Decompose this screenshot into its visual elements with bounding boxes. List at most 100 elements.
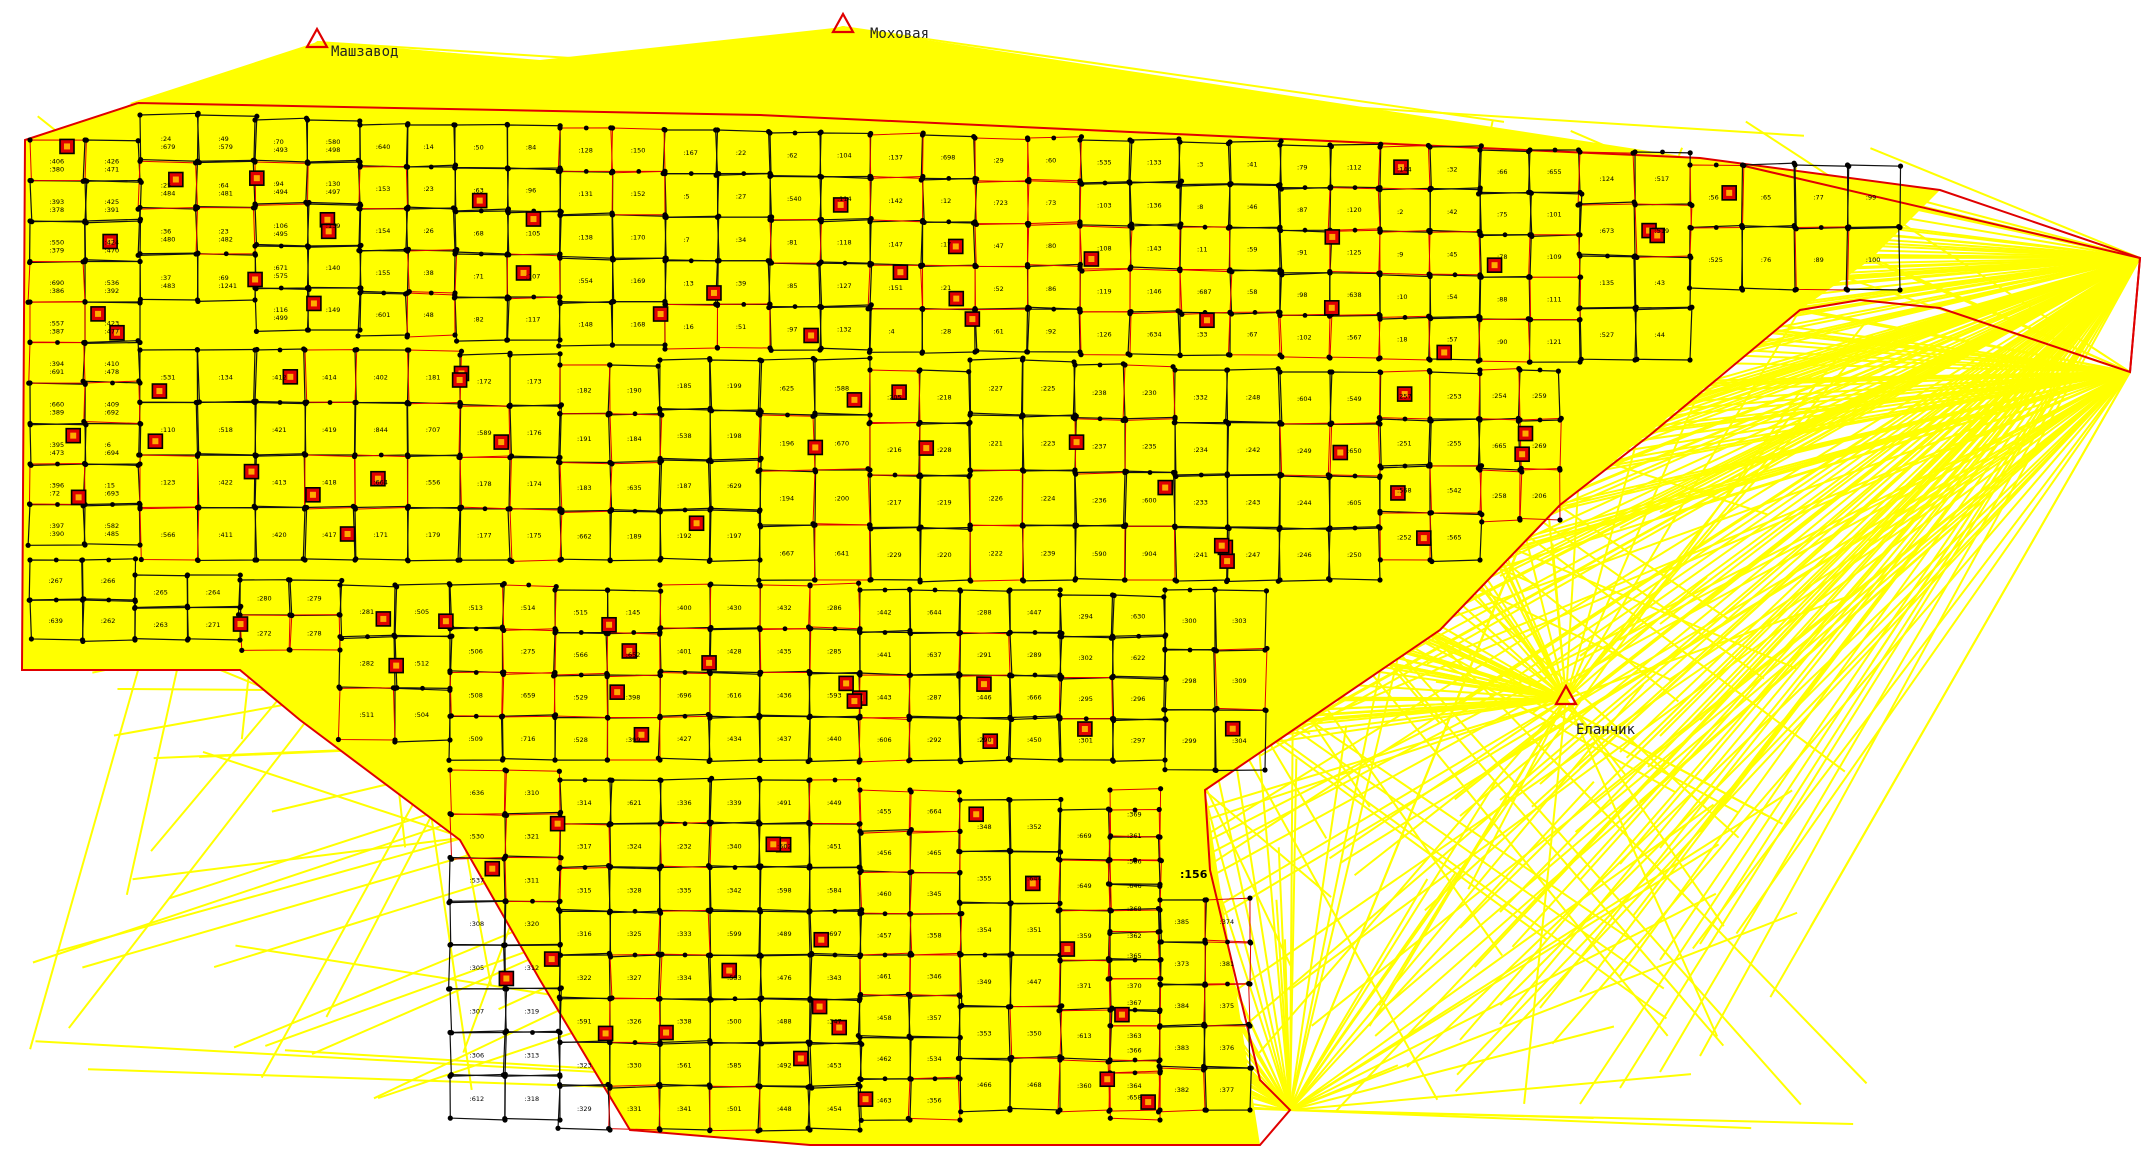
plot-number-label[interactable]: :110: [161, 426, 176, 434]
plot-number-label[interactable]: :94: [273, 180, 283, 188]
plot-number-label[interactable]: :320: [525, 920, 540, 928]
plot-number-label[interactable]: :145: [626, 608, 641, 616]
plot-number-label[interactable]: :91: [1297, 249, 1307, 257]
plot-number-label[interactable]: :235: [1142, 443, 1157, 451]
plot-number-label[interactable]: :536: [105, 279, 120, 287]
plot-number-label[interactable]: :100: [1866, 256, 1881, 264]
plot-number-label[interactable]: :352: [1027, 823, 1042, 831]
plot-number-label[interactable]: :138: [578, 234, 593, 242]
plot-number-label[interactable]: :136: [1147, 202, 1162, 210]
plot-number-label[interactable]: :494: [273, 188, 288, 196]
plot-number-label[interactable]: :176: [527, 429, 542, 437]
plot-number-label[interactable]: :481: [218, 189, 233, 197]
plot-number-label[interactable]: :60: [1046, 156, 1056, 164]
plot-number-label[interactable]: :400: [677, 604, 692, 612]
plot-number-label[interactable]: :322: [577, 974, 592, 982]
plot-number-label[interactable]: :477: [105, 327, 120, 335]
plot-number-label[interactable]: :189: [627, 533, 642, 541]
plot-number-label[interactable]: :538: [677, 432, 692, 440]
plot-number-label[interactable]: :392: [105, 287, 120, 295]
plot-number-label[interactable]: :247: [1246, 551, 1261, 559]
plot-number-label[interactable]: :423: [105, 319, 120, 327]
plot-number-label[interactable]: :294: [1078, 613, 1093, 621]
plot-number-label[interactable]: :312: [525, 964, 540, 972]
plot-number-label[interactable]: :45: [1447, 251, 1457, 259]
plot-number-label[interactable]: :346: [927, 973, 942, 981]
plot-number-label[interactable]: :353: [977, 1030, 992, 1038]
plot-number-label[interactable]: :468: [1027, 1081, 1042, 1089]
plot-number-label[interactable]: :321: [525, 833, 540, 841]
plot-number-label[interactable]: :506: [468, 648, 483, 656]
plot-number-label[interactable]: :451: [827, 843, 842, 851]
plot-number-label[interactable]: :175: [527, 531, 542, 539]
plot-number-label[interactable]: :264: [206, 588, 221, 596]
plot-number-label[interactable]: :723: [993, 199, 1008, 207]
plot-number-label[interactable]: :440: [827, 735, 842, 743]
plot-number-label[interactable]: :296: [1131, 695, 1146, 703]
plot-number-label[interactable]: :461: [877, 973, 892, 981]
plot-number-label[interactable]: :495: [273, 230, 288, 238]
plot-number-label[interactable]: :590: [1092, 550, 1107, 558]
plot-number-label[interactable]: :37: [161, 274, 171, 282]
plot-number-label[interactable]: :222: [988, 550, 1003, 558]
plot-number-label[interactable]: :305: [470, 964, 485, 972]
plot-number-label[interactable]: :362: [1127, 932, 1142, 940]
plot-number-label[interactable]: :476: [777, 974, 792, 982]
plot-number-label[interactable]: :3: [1197, 160, 1203, 168]
plot-number-label[interactable]: :483: [161, 282, 176, 290]
plot-number-label[interactable]: :78: [1497, 253, 1507, 261]
plot-number-label[interactable]: :251: [1397, 440, 1412, 448]
plot-number-label[interactable]: :238: [1092, 389, 1107, 397]
plot-number-label[interactable]: :330: [627, 1061, 642, 1069]
plot-number-label[interactable]: :80: [1046, 242, 1056, 250]
plot-number-label[interactable]: :531: [161, 373, 176, 381]
plot-number-label[interactable]: :368: [1127, 905, 1142, 913]
plot-number-label[interactable]: :450: [1027, 736, 1042, 744]
plot-number-label[interactable]: :331: [627, 1105, 642, 1113]
plot-number-label[interactable]: :529: [573, 693, 588, 701]
plot-number-label[interactable]: :266: [101, 577, 116, 585]
plot-number-label[interactable]: :63: [473, 187, 483, 195]
plot-number-label[interactable]: :307: [470, 1008, 485, 1016]
plot-number-label[interactable]: :413: [272, 478, 287, 486]
plot-number-label[interactable]: :32: [1447, 165, 1457, 173]
plot-number-label[interactable]: :599: [727, 930, 742, 938]
plot-number-label[interactable]: :502: [777, 843, 792, 851]
plot-number-label[interactable]: :371: [1077, 982, 1092, 990]
plot-number-label[interactable]: :600: [1142, 496, 1157, 504]
plot-number-label[interactable]: :591: [577, 1018, 592, 1026]
plot-number-label[interactable]: :427: [677, 735, 692, 743]
plot-number-label[interactable]: :278: [307, 630, 322, 638]
plot-number-label[interactable]: :549: [1347, 395, 1362, 403]
plot-number-label[interactable]: :85: [787, 282, 797, 290]
plot-number-label[interactable]: :224: [1041, 495, 1056, 503]
plot-number-label[interactable]: :108: [1097, 245, 1112, 253]
plot-number-label[interactable]: :655: [1547, 168, 1562, 176]
plot-number-label[interactable]: :187: [677, 482, 692, 490]
plot-number-label[interactable]: :105: [526, 230, 541, 238]
plot-number-label[interactable]: :116: [273, 306, 288, 314]
plot-number-label[interactable]: :297: [1131, 736, 1146, 744]
plot-number-label[interactable]: :465: [927, 849, 942, 857]
plot-number-label[interactable]: :5: [683, 192, 689, 200]
plot-number-label[interactable]: :586: [1127, 858, 1142, 866]
plot-number-label[interactable]: :244: [1297, 499, 1312, 507]
plot-number-label[interactable]: :239: [1041, 550, 1056, 558]
plot-number-label[interactable]: :491: [777, 799, 792, 807]
plot-number-label[interactable]: :646: [1127, 882, 1142, 890]
plot-number-label[interactable]: :488: [777, 1018, 792, 1026]
plot-number-label[interactable]: :219: [937, 498, 952, 506]
plot-number-label[interactable]: :652: [626, 651, 641, 659]
plot-number-label[interactable]: :568: [1397, 487, 1412, 495]
plot-number-label[interactable]: :667: [780, 550, 795, 558]
plot-number-label[interactable]: :386: [50, 287, 65, 295]
plot-number-label[interactable]: :478: [105, 368, 120, 376]
plot-number-label[interactable]: :458: [877, 1014, 892, 1022]
plot-number-label[interactable]: :419: [322, 426, 337, 434]
plot-number-label[interactable]: :280: [257, 595, 272, 603]
plot-number-label[interactable]: :638: [1347, 291, 1362, 299]
plot-number-label[interactable]: :358: [927, 931, 942, 939]
plot-number-label[interactable]: :117: [526, 316, 541, 324]
plot-number-label[interactable]: :14: [423, 143, 433, 151]
plot-number-label[interactable]: :553: [727, 974, 742, 982]
